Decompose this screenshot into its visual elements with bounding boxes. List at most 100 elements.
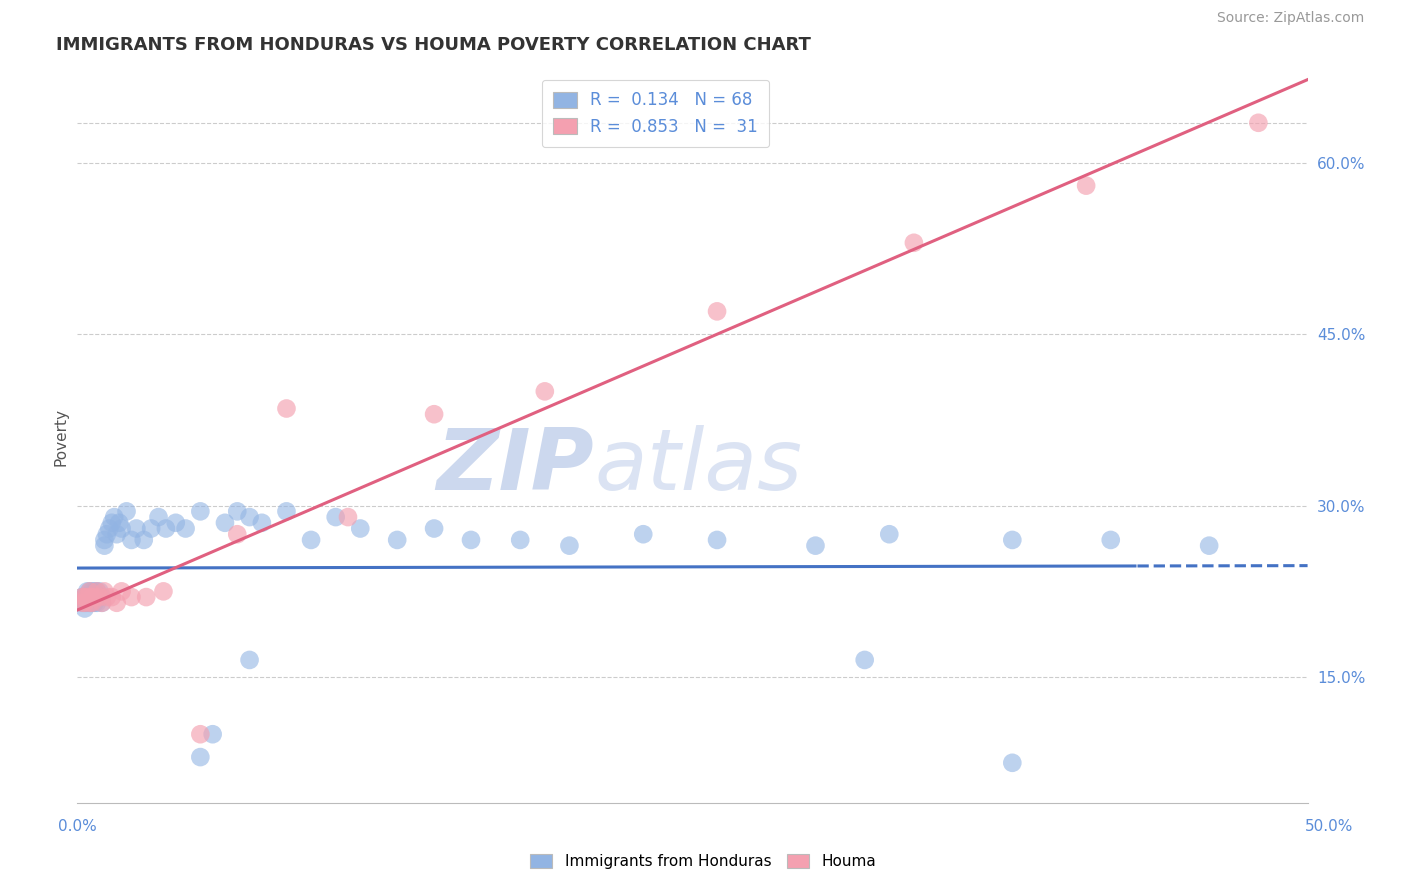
Point: [188, 727, 212, 741]
Point: [226, 504, 249, 518]
Point: [96, 527, 118, 541]
Legend: Immigrants from Honduras, Houma: Immigrants from Honduras, Houma: [523, 847, 883, 875]
Point: [79, 584, 101, 599]
Point: [86, 584, 108, 599]
Point: [73, 601, 96, 615]
Point: [82, 596, 104, 610]
Text: 0.0%: 0.0%: [58, 820, 97, 834]
Text: IMMIGRANTS FROM HONDURAS VS HOUMA POVERTY CORRELATION CHART: IMMIGRANTS FROM HONDURAS VS HOUMA POVERT…: [56, 36, 811, 54]
Point: [165, 516, 187, 530]
Point: [155, 521, 177, 535]
Point: [125, 521, 148, 535]
Point: [98, 521, 121, 535]
Point: [349, 521, 371, 535]
Point: [276, 504, 298, 518]
Point: [93, 584, 115, 599]
Point: [148, 510, 170, 524]
Point: [86, 590, 108, 604]
Point: [423, 521, 446, 535]
Legend: R =  0.134   N = 68, R =  0.853   N =  31: R = 0.134 N = 68, R = 0.853 N = 31: [541, 79, 769, 147]
Point: [82, 596, 104, 610]
Point: [558, 539, 581, 553]
Point: [115, 504, 138, 518]
Point: [96, 590, 118, 604]
Point: [853, 653, 876, 667]
Point: [214, 516, 236, 530]
Point: [226, 527, 249, 541]
Point: [188, 750, 212, 764]
Point: [101, 516, 124, 530]
Point: [90, 590, 114, 604]
Point: [1099, 533, 1122, 547]
Point: [70, 590, 93, 604]
Point: [385, 533, 409, 547]
Point: [121, 533, 143, 547]
Point: [79, 584, 101, 599]
Point: [111, 521, 132, 535]
Point: [337, 510, 360, 524]
Point: [73, 590, 96, 604]
Point: [70, 596, 93, 610]
Point: [141, 521, 163, 535]
Point: [86, 596, 108, 610]
Point: [93, 539, 115, 553]
Point: [101, 590, 124, 604]
Point: [188, 504, 212, 518]
Point: [89, 590, 111, 604]
Point: [89, 590, 111, 604]
Point: [79, 596, 101, 610]
Point: [76, 590, 98, 604]
Point: [76, 596, 98, 610]
Point: [132, 533, 155, 547]
Point: [121, 590, 143, 604]
Point: [82, 590, 104, 604]
Point: [152, 584, 174, 599]
Point: [1076, 178, 1098, 193]
Text: ZIP: ZIP: [436, 425, 595, 508]
Point: [76, 584, 98, 599]
Point: [534, 384, 557, 399]
Point: [73, 596, 96, 610]
Point: [509, 533, 531, 547]
Point: [250, 516, 273, 530]
Point: [111, 584, 132, 599]
Point: [79, 590, 101, 604]
Point: [879, 527, 901, 541]
Point: [135, 590, 157, 604]
Point: [239, 653, 262, 667]
Point: [1001, 533, 1024, 547]
Point: [82, 584, 104, 599]
Point: [325, 510, 347, 524]
Point: [423, 407, 446, 421]
Point: [105, 596, 128, 610]
Point: [276, 401, 298, 416]
Point: [70, 596, 93, 610]
Point: [299, 533, 322, 547]
Point: [706, 304, 728, 318]
Point: [83, 590, 105, 604]
Point: [706, 533, 728, 547]
Point: [90, 596, 114, 610]
Point: [108, 516, 131, 530]
Point: [73, 596, 96, 610]
Point: [70, 590, 93, 604]
Point: [239, 510, 262, 524]
Point: [83, 584, 105, 599]
Text: Source: ZipAtlas.com: Source: ZipAtlas.com: [1216, 12, 1364, 25]
Point: [1001, 756, 1024, 770]
Point: [804, 539, 827, 553]
Point: [76, 590, 98, 604]
Point: [460, 533, 482, 547]
Point: [103, 510, 125, 524]
Point: [73, 590, 96, 604]
Point: [90, 596, 114, 610]
Text: atlas: atlas: [595, 425, 801, 508]
Point: [201, 727, 224, 741]
Point: [1198, 539, 1220, 553]
Point: [83, 590, 105, 604]
Y-axis label: Poverty: Poverty: [53, 408, 69, 467]
Point: [1247, 116, 1270, 130]
Point: [633, 527, 655, 541]
Point: [82, 590, 104, 604]
Point: [79, 596, 101, 610]
